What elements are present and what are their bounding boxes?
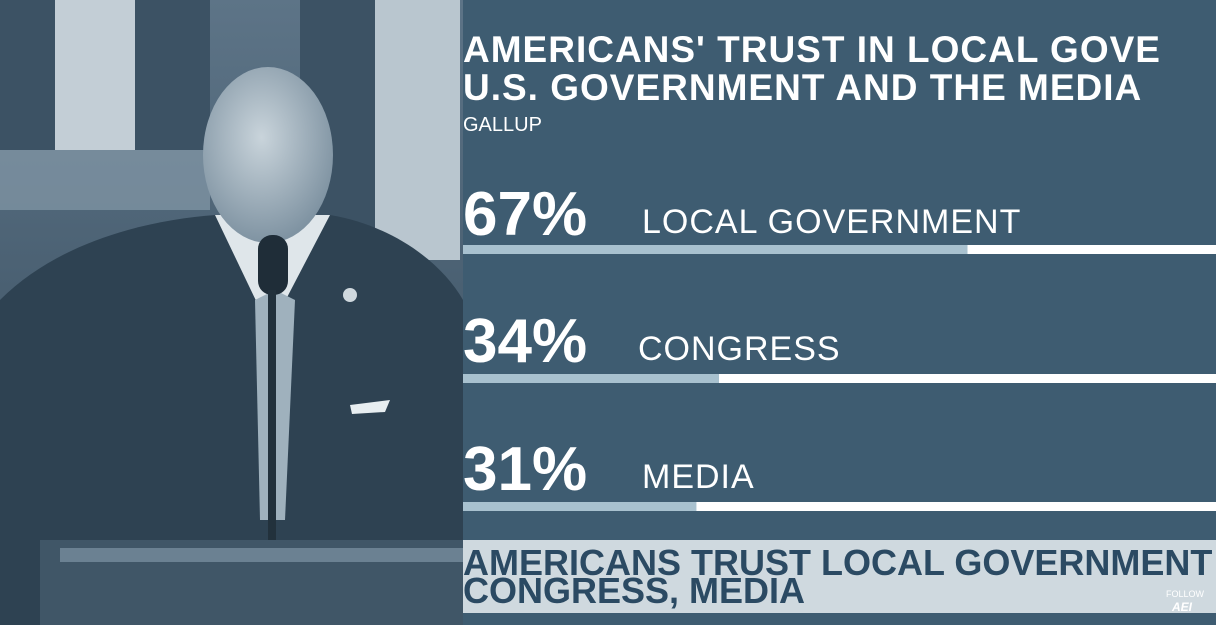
caption-band (463, 540, 1216, 613)
bar (463, 502, 697, 511)
watermark-follow: FOLLOW (1166, 589, 1205, 599)
bar (463, 374, 720, 383)
watermark-brand: AEI (1171, 600, 1193, 614)
bar-track (463, 374, 1216, 383)
value-label: 34% (463, 307, 587, 376)
category-label: MEDIA (642, 458, 755, 496)
value-label: 67% (463, 180, 587, 249)
bar (463, 245, 968, 254)
speaker-photo (0, 0, 463, 625)
caption-line: CONGRESS, MEDIA (463, 570, 805, 611)
bar-track (463, 502, 1216, 511)
caption-line: AMERICANS TRUST LOCAL GOVERNMENT MO (463, 542, 1216, 583)
title-line: U.S. GOVERNMENT AND THE MEDIA (463, 67, 1142, 108)
category-label: LOCAL GOVERNMENT (642, 203, 1021, 241)
category-label: CONGRESS (638, 330, 841, 368)
title-line: AMERICANS' TRUST IN LOCAL GOVE (463, 29, 1161, 70)
info-panel (463, 0, 1216, 625)
value-label: 31% (463, 435, 587, 504)
subtitle: GALLUP (463, 114, 542, 136)
bar-group: 67% LOCAL GOVERNMENT 34% CONGRESS 31% MEDIA (463, 180, 1216, 511)
